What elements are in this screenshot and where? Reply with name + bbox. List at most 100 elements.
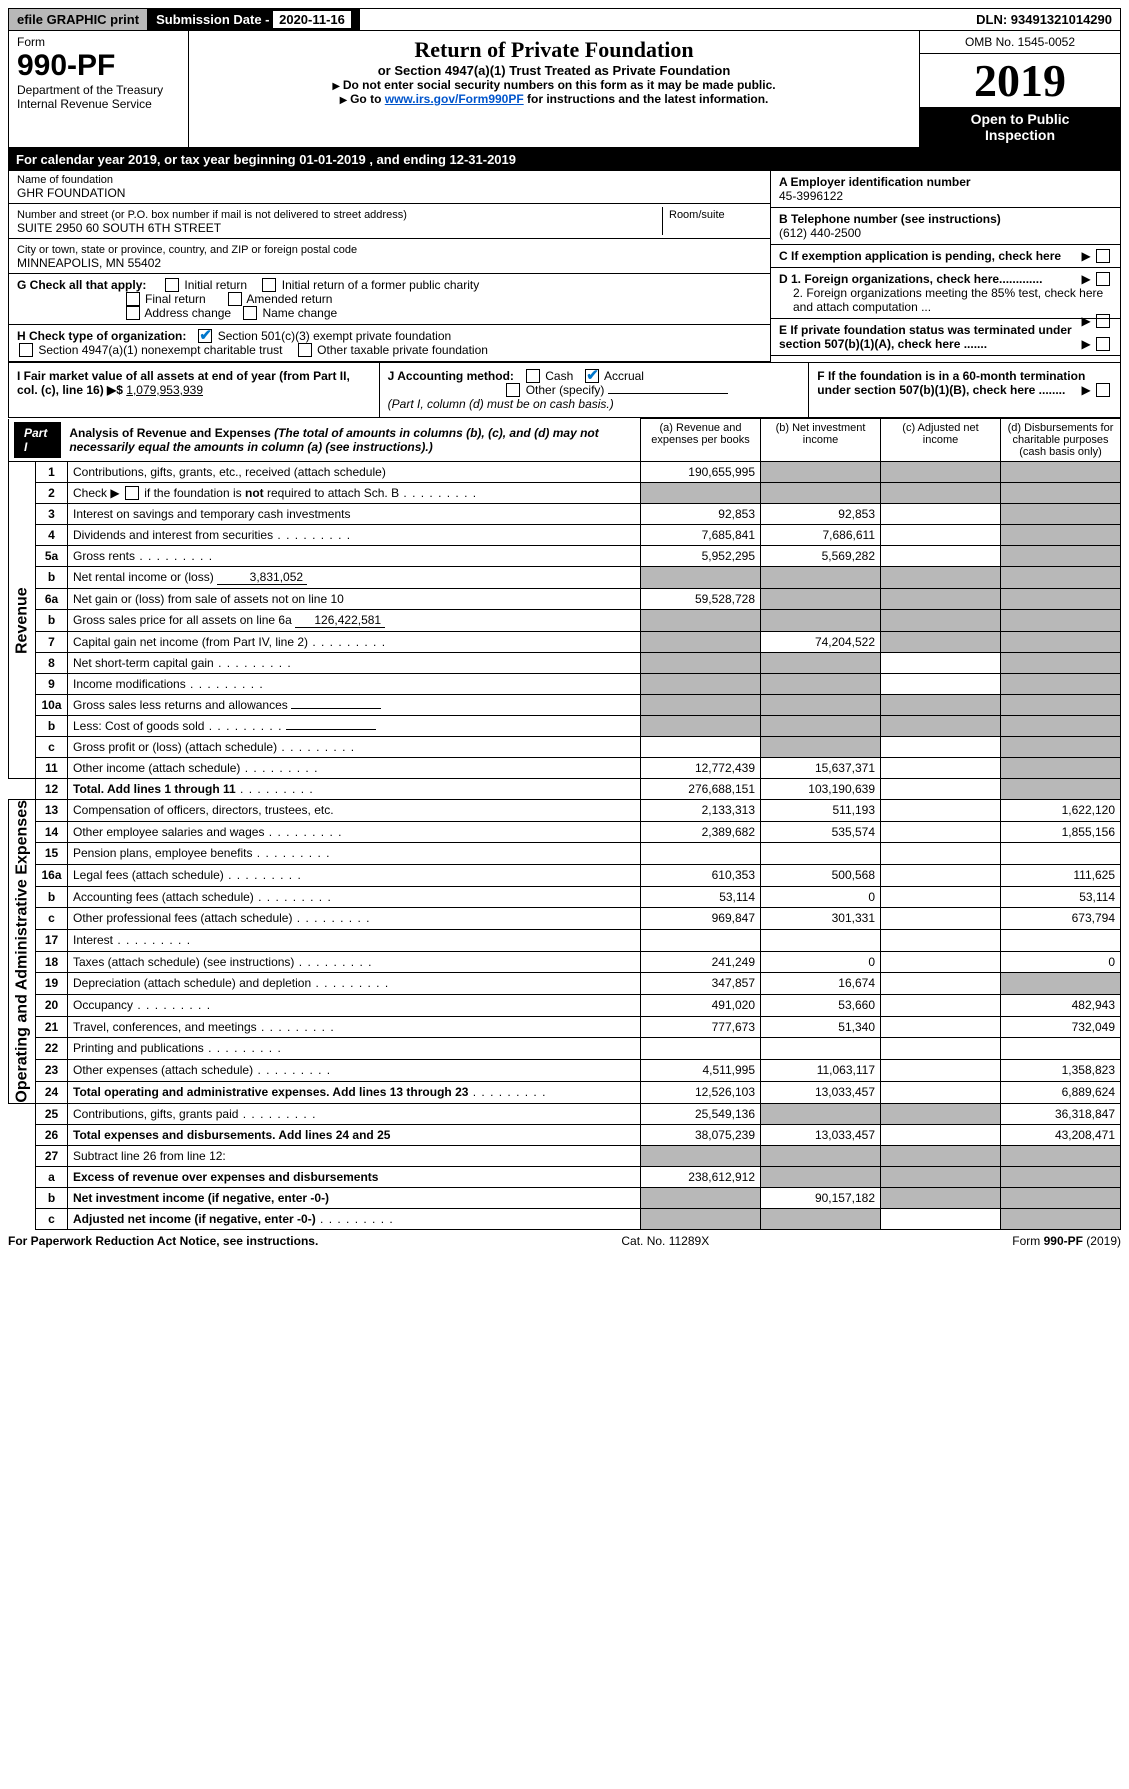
a-23: 4,511,995 — [641, 1060, 761, 1082]
ln-2: 2 — [36, 483, 68, 504]
ln-27b: b — [36, 1187, 68, 1208]
street-address: SUITE 2950 60 SOUTH 6TH STREET — [17, 221, 221, 235]
a-4: 7,685,841 — [641, 525, 761, 546]
b-18: 0 — [761, 951, 881, 973]
tax-year: 2019 — [920, 54, 1120, 107]
ln-14: 14 — [36, 821, 68, 843]
ln-4: 4 — [36, 525, 68, 546]
ln-1: 1 — [36, 462, 68, 483]
chk-501c3[interactable] — [198, 329, 212, 343]
ln-25: 25 — [36, 1103, 68, 1124]
tel-value: (612) 440-2500 — [779, 226, 861, 240]
ln-10b: b — [36, 716, 68, 737]
dd-13: 1,622,120 — [1001, 800, 1121, 822]
g5: Address change — [144, 306, 231, 320]
b-12: 103,190,639 — [761, 779, 881, 800]
chk-other-method[interactable] — [506, 383, 520, 397]
chk-final[interactable] — [126, 292, 140, 306]
open-public: Open to PublicInspection — [920, 107, 1120, 147]
chk-d2[interactable] — [1096, 314, 1110, 328]
goto-text: Go to — [350, 92, 385, 106]
page-footer: For Paperwork Reduction Act Notice, see … — [8, 1234, 1121, 1248]
g1: Initial return — [184, 278, 247, 292]
d-27b: Net investment income (if negative, ente… — [68, 1187, 641, 1208]
chk-initial[interactable] — [165, 278, 179, 292]
chk-c[interactable] — [1096, 249, 1110, 263]
chk-4947[interactable] — [19, 343, 33, 357]
h2: Section 4947(a)(1) nonexempt charitable … — [38, 343, 282, 357]
chk-initial-former[interactable] — [262, 278, 276, 292]
g2: Initial return of a former public charit… — [282, 278, 479, 292]
d-24: Total operating and administrative expen… — [68, 1081, 641, 1103]
chk-accrual[interactable] — [585, 369, 599, 383]
chk-schb[interactable] — [125, 486, 139, 500]
chk-e[interactable] — [1096, 337, 1110, 351]
a-16c: 969,847 — [641, 908, 761, 930]
chk-cash[interactable] — [526, 369, 540, 383]
ln-22: 22 — [36, 1038, 68, 1060]
ln-10a: 10a — [36, 695, 68, 716]
h-label: H Check type of organization: — [17, 329, 186, 343]
ln-10c: c — [36, 737, 68, 758]
d-16a: Legal fees (attach schedule) — [68, 865, 641, 887]
ln-5a: 5a — [36, 546, 68, 567]
subdate-lbl: Submission Date - — [156, 12, 273, 27]
addr-label: Number and street (or P.O. box number if… — [17, 209, 407, 221]
dept-treasury: Department of the Treasury — [17, 83, 180, 97]
chk-f[interactable] — [1096, 383, 1110, 397]
dd-26: 43,208,471 — [1001, 1124, 1121, 1145]
chk-address[interactable] — [126, 306, 140, 320]
a-16a: 610,353 — [641, 865, 761, 887]
d-3: Interest on savings and temporary cash i… — [68, 504, 641, 525]
ln-3: 3 — [36, 504, 68, 525]
ln-16b: b — [36, 886, 68, 908]
h1: Section 501(c)(3) exempt private foundat… — [218, 329, 451, 343]
b-23: 11,063,117 — [761, 1060, 881, 1082]
form990pf-link[interactable]: www.irs.gov/Form990PF — [385, 92, 524, 106]
topbar: efile GRAPHIC print Submission Date - 20… — [8, 8, 1121, 31]
omb-number: OMB No. 1545-0052 — [920, 31, 1120, 54]
dd-25: 36,318,847 — [1001, 1103, 1121, 1124]
g-label: G Check all that apply: — [17, 278, 146, 292]
ln-6a: 6a — [36, 589, 68, 610]
chk-d1[interactable] — [1096, 272, 1110, 286]
d-7: Capital gain net income (from Part IV, l… — [68, 632, 641, 653]
d-10a: Gross sales less returns and allowances — [68, 695, 641, 716]
d-13: Compensation of officers, directors, tru… — [68, 800, 641, 822]
b-3: 92,853 — [761, 504, 881, 525]
d-16b: Accounting fees (attach schedule) — [68, 886, 641, 908]
d-27a: Excess of revenue over expenses and disb… — [68, 1166, 641, 1187]
j-note: (Part I, column (d) must be on cash basi… — [388, 397, 614, 411]
a-12: 276,688,151 — [641, 779, 761, 800]
chk-amended[interactable] — [228, 292, 242, 306]
a-24: 12,526,103 — [641, 1081, 761, 1103]
b-4: 7,686,611 — [761, 525, 881, 546]
j-cash: Cash — [545, 369, 573, 383]
ln-23: 23 — [36, 1060, 68, 1082]
d-12: Total. Add lines 1 through 11 — [68, 779, 641, 800]
form-word: Form — [17, 35, 180, 49]
b-13: 511,193 — [761, 800, 881, 822]
d-23: Other expenses (attach schedule) — [68, 1060, 641, 1082]
b-14: 535,574 — [761, 821, 881, 843]
a-20: 491,020 — [641, 995, 761, 1017]
dd-16b: 53,114 — [1001, 886, 1121, 908]
d-2: Check ▶ if the foundation is not require… — [68, 483, 641, 504]
chk-other-pf[interactable] — [298, 343, 312, 357]
a-25: 25,549,136 — [641, 1103, 761, 1124]
d-9: Income modifications — [68, 674, 641, 695]
efile-button[interactable]: efile GRAPHIC print — [9, 9, 148, 30]
d1-label: D 1. Foreign organizations, check here..… — [779, 272, 1042, 286]
d-27c: Adjusted net income (if negative, enter … — [68, 1208, 641, 1229]
d-1: Contributions, gifts, grants, etc., rece… — [68, 462, 641, 483]
d-20: Occupancy — [68, 995, 641, 1017]
col-a-hdr: (a) Revenue and expenses per books — [641, 419, 761, 462]
b-16a: 500,568 — [761, 865, 881, 887]
part1-desc: Analysis of Revenue and Expenses (The to… — [61, 422, 635, 458]
chk-name[interactable] — [243, 306, 257, 320]
ln-15: 15 — [36, 843, 68, 865]
a-14: 2,389,682 — [641, 821, 761, 843]
f-label: F If the foundation is in a 60-month ter… — [817, 369, 1085, 397]
col-c-hdr: (c) Adjusted net income — [881, 419, 1001, 462]
ln-19: 19 — [36, 973, 68, 995]
